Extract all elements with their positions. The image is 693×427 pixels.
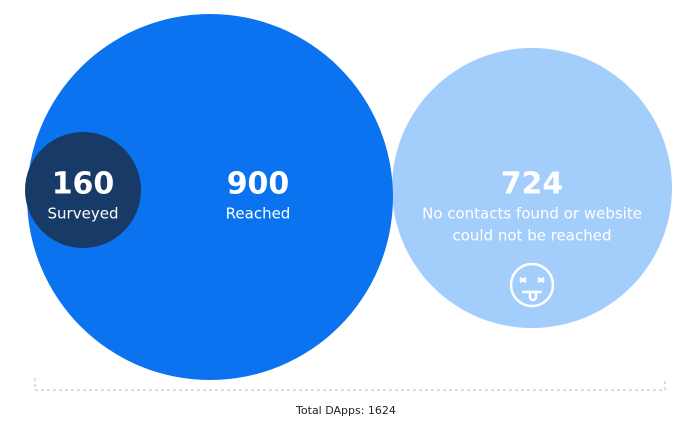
unreached-circle	[392, 48, 672, 328]
reached-count: 900	[227, 167, 290, 202]
unreached-label: could not be reached	[452, 227, 611, 245]
reached-label: Reached	[226, 205, 291, 223]
sad-face-icon	[509, 262, 555, 308]
surveyed-circle	[25, 132, 141, 248]
reached-circle	[27, 14, 393, 380]
unreached-label: No contacts found or website	[422, 205, 642, 223]
surveyed-label: Surveyed	[48, 205, 119, 223]
surveyed-count: 160	[52, 167, 115, 202]
total-bracket	[34, 378, 666, 391]
unreached-count: 724	[501, 167, 564, 202]
total-label: Total DApps: 1624	[295, 404, 396, 417]
